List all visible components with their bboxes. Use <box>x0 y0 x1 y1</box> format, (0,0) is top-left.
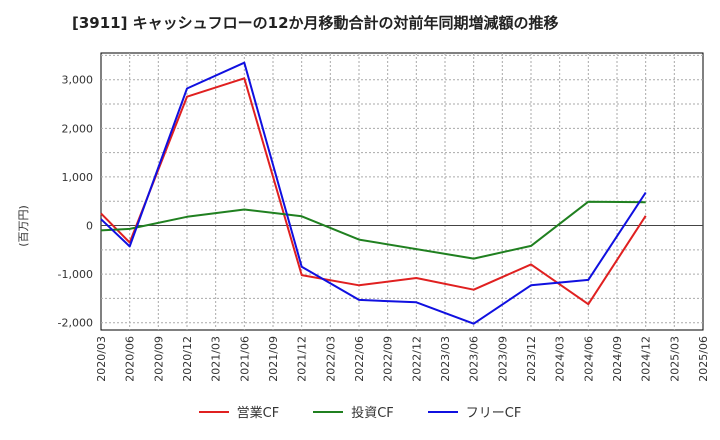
x-tick-label: 2022/12 <box>410 336 423 382</box>
x-tick-label: 2020/09 <box>152 336 165 382</box>
x-tick-label: 2023/12 <box>525 336 538 382</box>
x-tick-label: 2023/03 <box>439 336 452 382</box>
grid-lines <box>101 53 703 330</box>
x-tick-labels: 2020/03 2020/06 2020/09 2020/12 2021/03 2021/… <box>95 336 710 382</box>
x-tick-label: 2022/06 <box>353 336 366 382</box>
x-tick-label: 2021/12 <box>296 336 309 382</box>
x-tick-label: 2024/03 <box>554 336 567 382</box>
x-tick-label: 2022/09 <box>382 336 395 382</box>
series-lines <box>100 61 647 325</box>
legend-label-investing-cf: 投資CF <box>351 406 394 421</box>
y-tick-label: -2,000 <box>58 317 93 330</box>
legend-swatch-operating-cf <box>198 410 229 413</box>
x-tick-label: 2024/09 <box>611 336 624 382</box>
y-tick-label: 2,000 <box>62 122 94 135</box>
legend-item-operating-cf: 営業CF <box>198 402 280 421</box>
legend-item-investing-cf: 投資CF <box>313 402 394 421</box>
x-tick-label: 2024/12 <box>640 336 653 382</box>
y-tick-label: -1,000 <box>58 268 93 281</box>
x-tick-label: 2021/09 <box>267 336 280 382</box>
series-line-0 <box>100 77 647 306</box>
y-tick-labels: -2,000 -1,000 0 1,000 2,000 3,000 <box>58 74 93 330</box>
x-tick-label: 2023/06 <box>468 336 481 382</box>
x-tick-label: 2022/03 <box>324 336 337 382</box>
x-tick-label: 2024/06 <box>582 336 595 382</box>
legend-swatch-free-cf <box>427 410 458 413</box>
x-tick-label: 2021/06 <box>238 336 251 382</box>
y-tick-label: 0 <box>86 220 93 233</box>
x-tick-label: 2021/03 <box>210 336 223 382</box>
x-tick-label: 2020/06 <box>124 336 137 382</box>
x-tick-label: 2020/03 <box>95 336 108 382</box>
x-tick-label: 2020/12 <box>181 336 194 382</box>
y-tick-label: 3,000 <box>62 74 94 87</box>
series-line-2 <box>100 61 647 325</box>
x-tick-label: 2025/03 <box>668 336 681 382</box>
legend-item-free-cf: フリーCF <box>427 402 522 421</box>
legend-label-operating-cf: 営業CF <box>236 406 280 421</box>
legend-swatch-investing-cf <box>313 410 344 413</box>
chart-title: [3911] キャッシュフローの12か月移動合計の対前年同期増減額の推移 <box>72 14 559 32</box>
legend: 営業CF 投資CF フリーCF <box>0 402 720 421</box>
x-tick-label: 2025/06 <box>697 336 710 382</box>
series-line-1 <box>100 200 646 260</box>
legend-label-free-cf: フリーCF <box>465 406 522 421</box>
x-tick-label: 2023/09 <box>496 336 509 382</box>
y-tick-label: 1,000 <box>62 171 94 184</box>
